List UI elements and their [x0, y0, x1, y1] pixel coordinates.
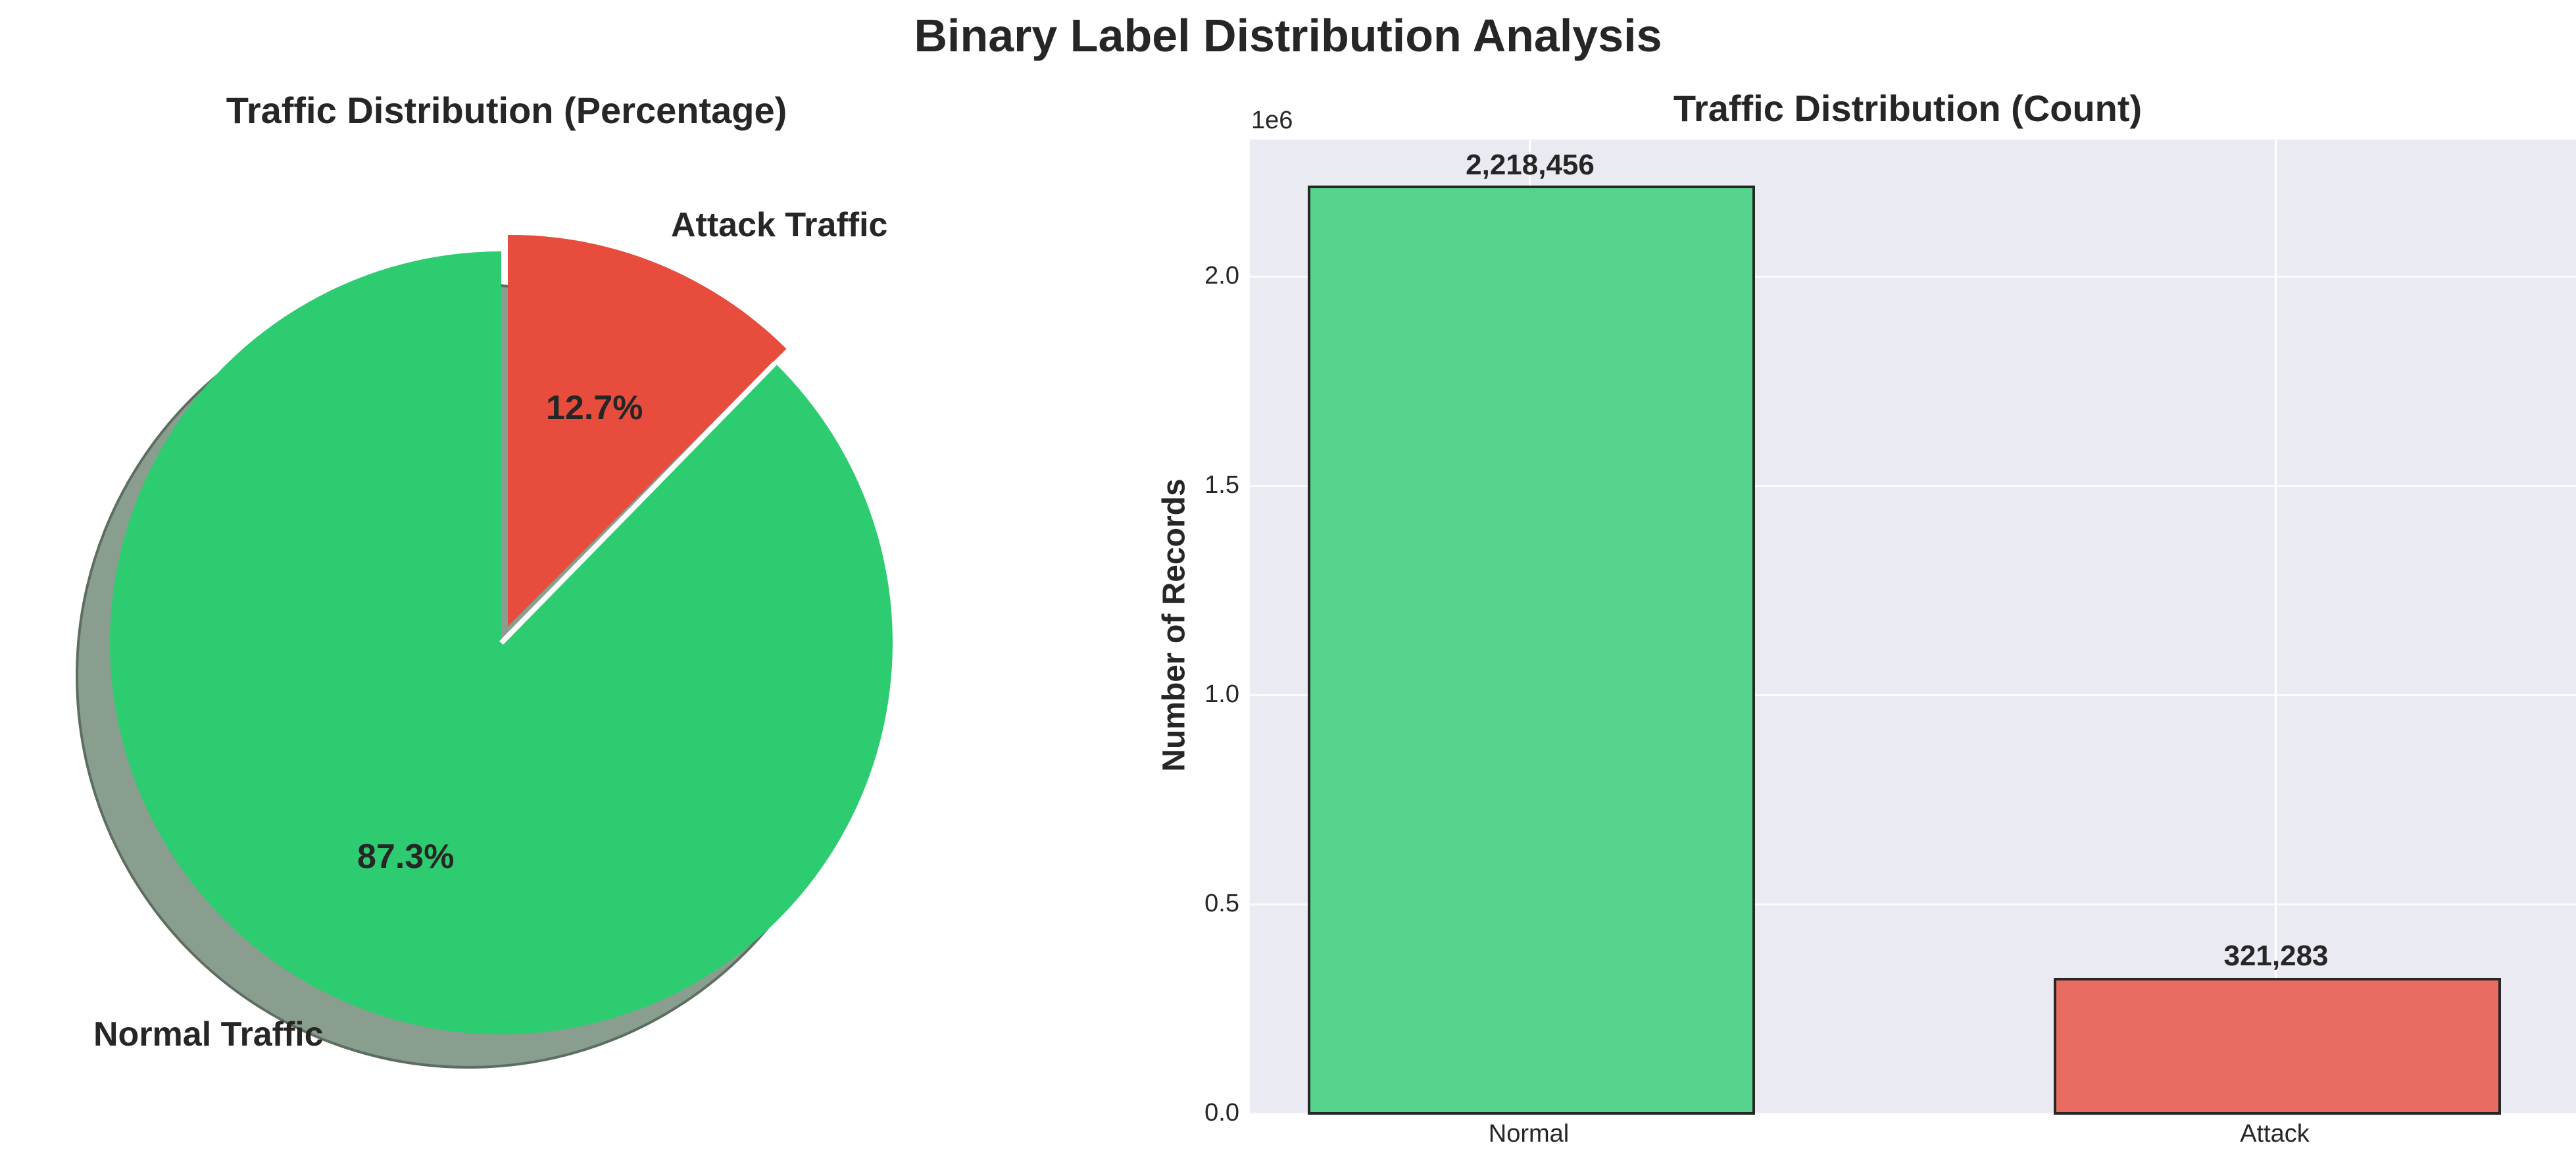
x-tick-attack: Attack	[2240, 1120, 2310, 1148]
pie-pct-normal: 87.3%	[357, 838, 455, 876]
bar-value-attack: 321,283	[2223, 940, 2329, 972]
y-offset-text: 1e6	[1251, 107, 1293, 134]
gridline-0	[1250, 1113, 2576, 1115]
bar-normal[interactable]	[1308, 186, 1755, 1115]
pie-chart	[76, 234, 893, 1069]
y-tick-1: 0.5	[1204, 890, 1239, 917]
gridline-1.0	[1250, 694, 2576, 696]
bar-chart-title: Traffic Distribution (Count)	[1673, 88, 2143, 129]
gridline-attack	[2275, 140, 2277, 1115]
y-tick-0: 0.0	[1204, 1099, 1239, 1127]
pie-pct-attack: 12.7%	[546, 389, 643, 427]
y-tick-3: 1.5	[1204, 471, 1239, 499]
y-tick-4: 2.0	[1204, 262, 1239, 290]
pie-label-attack: Attack Traffic	[671, 206, 888, 244]
gridline-2.0	[1250, 276, 2576, 278]
figure-title: Binary Label Distribution Analysis	[914, 10, 1662, 61]
gridline-0.5	[1250, 903, 2576, 905]
y-tick-2: 1.0	[1204, 680, 1239, 708]
pie-chart-title: Traffic Distribution (Percentage)	[226, 89, 787, 131]
pie-label-normal: Normal Traffic	[93, 1015, 324, 1054]
bar-attack[interactable]	[2054, 978, 2501, 1115]
gridline-1.5	[1250, 485, 2576, 487]
bar-value-normal: 2,218,456	[1466, 149, 1595, 181]
pie-slice-normal[interactable]	[109, 251, 893, 1035]
bar-plot-area: 2,218,456 321,283	[1250, 140, 2576, 1115]
pie-slice-attack[interactable]	[508, 234, 787, 626]
y-axis-title: Number of Records	[1156, 478, 1192, 772]
x-tick-normal: Normal	[1488, 1120, 1570, 1148]
